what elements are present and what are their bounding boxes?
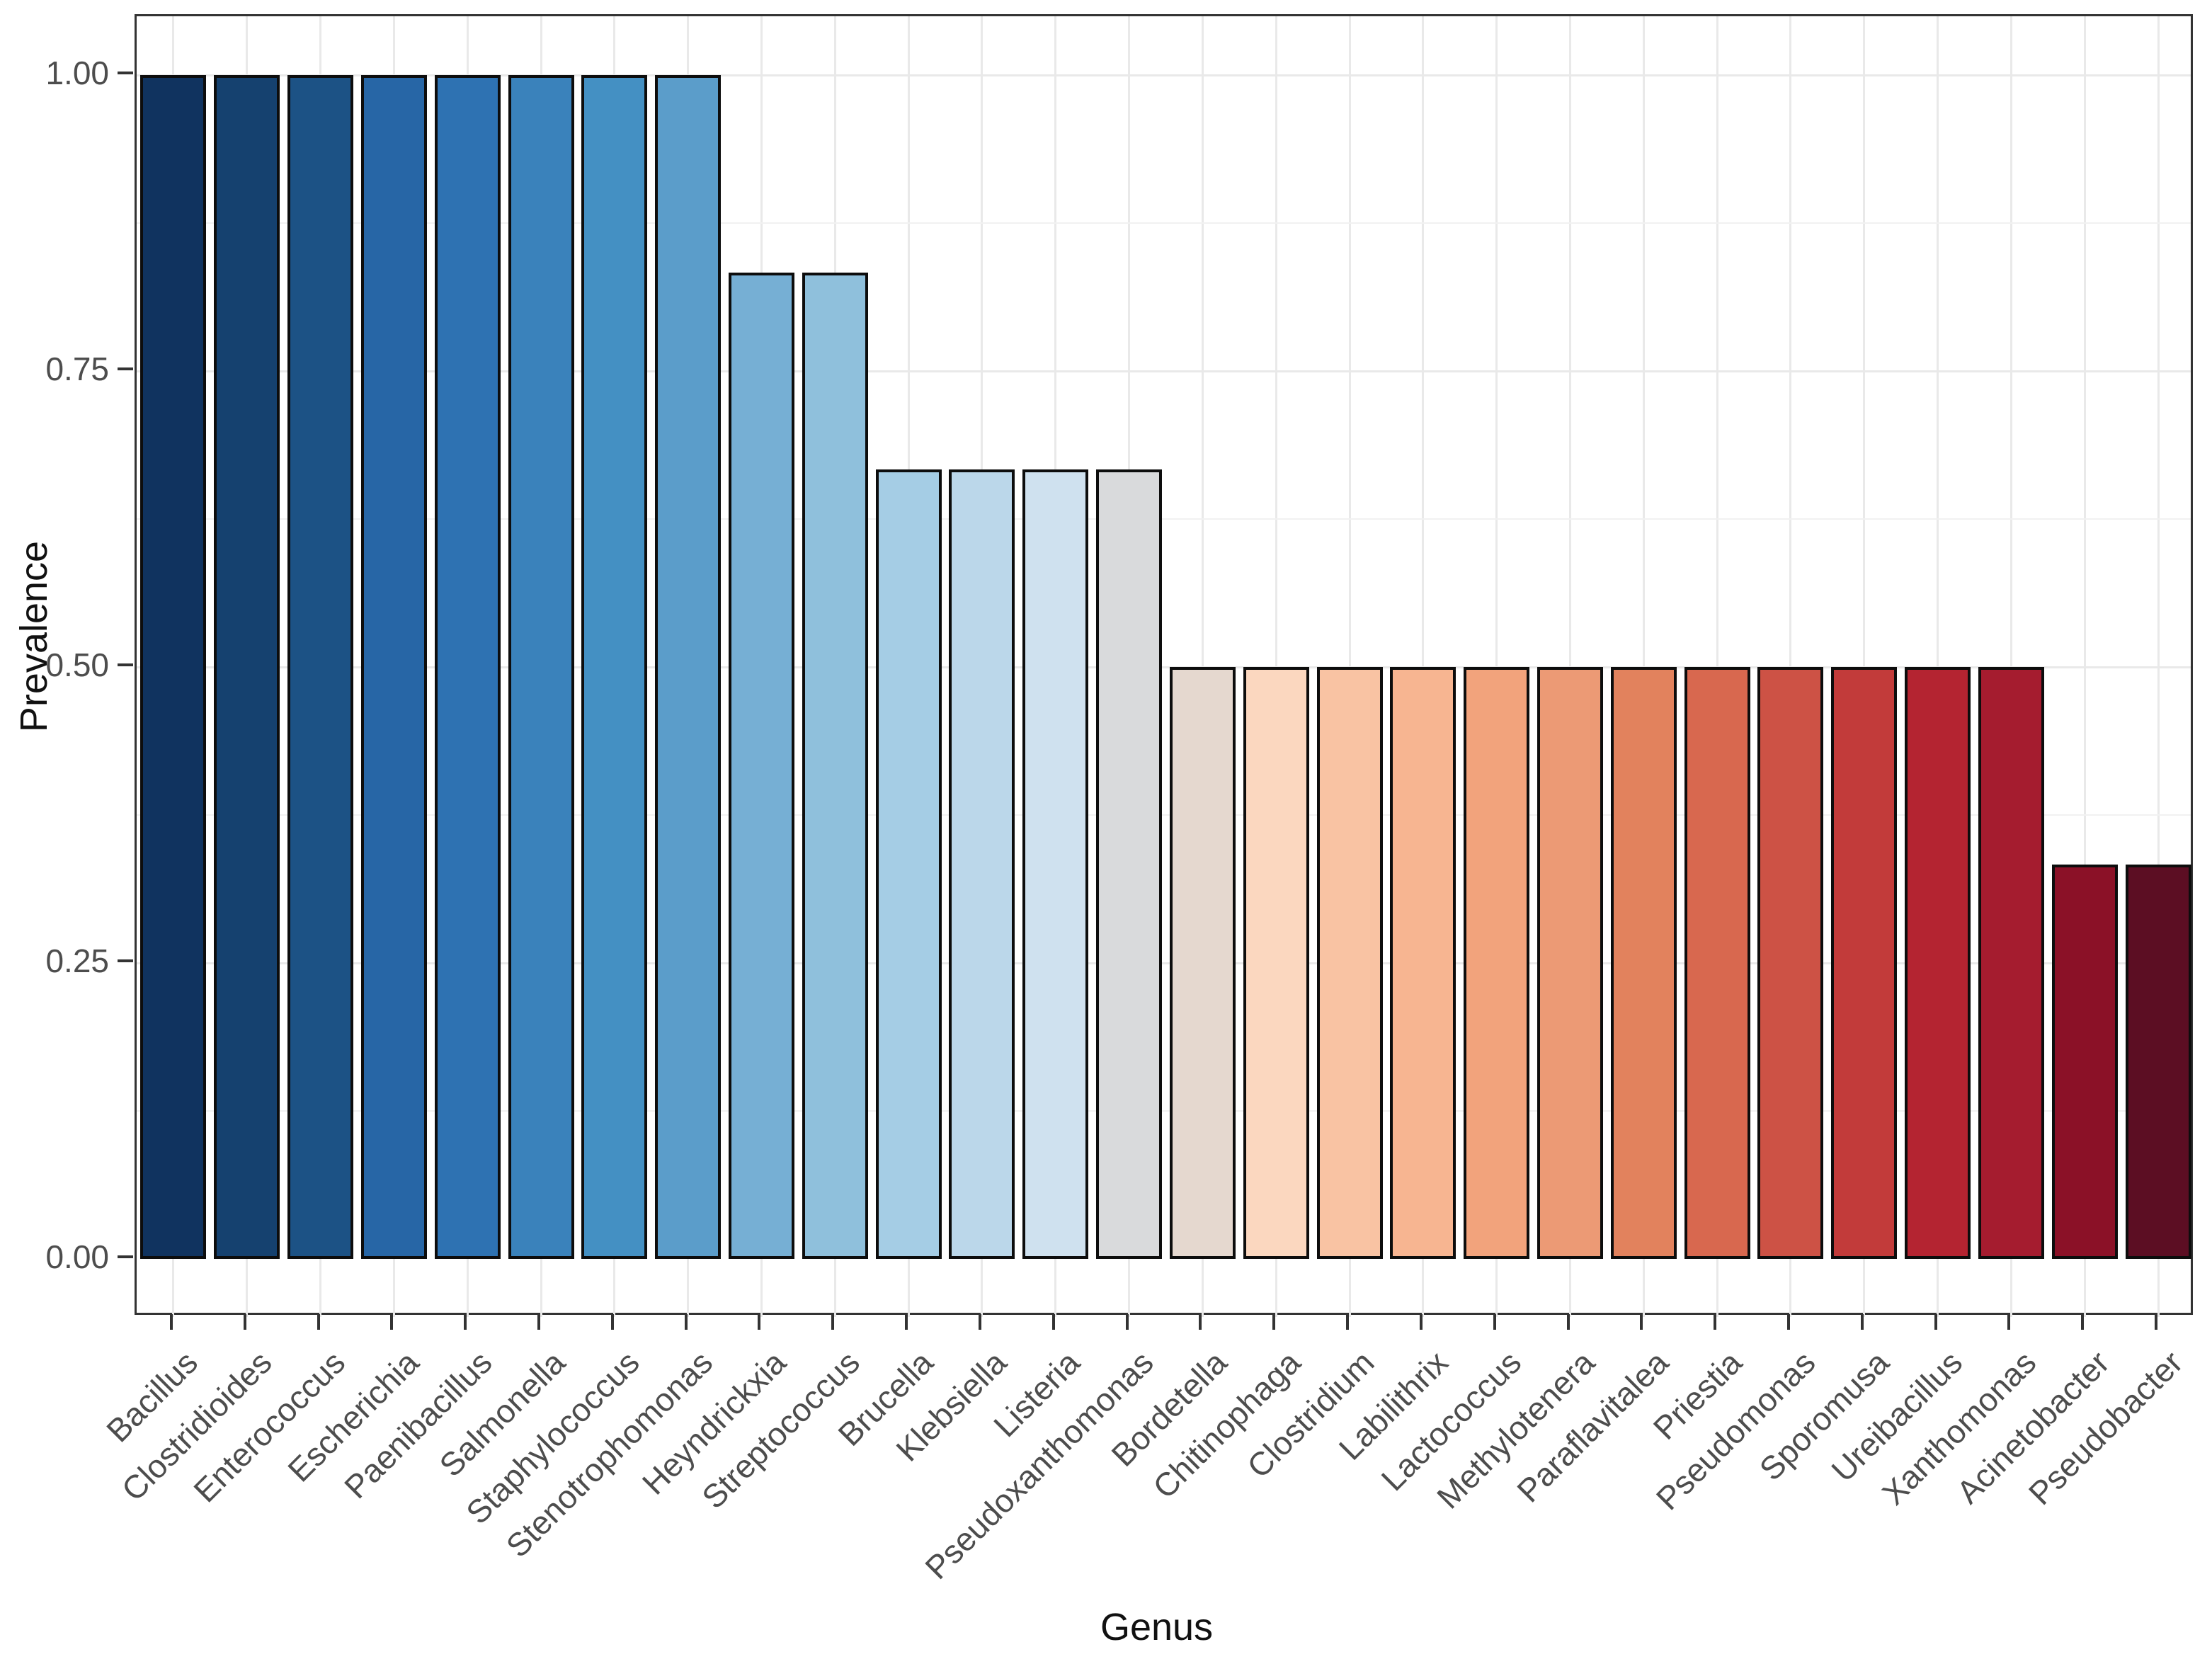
x-tick-mark — [978, 1314, 981, 1330]
bar-listeria — [1022, 469, 1089, 1259]
bar-xanthomonas — [1978, 667, 2044, 1259]
bar-streptococcus — [802, 272, 868, 1259]
x-tick-mark — [1051, 1314, 1055, 1330]
x-axis-title: Genus — [1100, 1606, 1214, 1648]
minor-gridline — [137, 518, 2191, 520]
x-tick-mark — [1640, 1314, 1643, 1330]
x-tick-mark — [1125, 1314, 1129, 1330]
x-tick-mark — [390, 1314, 394, 1330]
y-tick-label: 0.50 — [45, 646, 109, 683]
x-tick-mark — [464, 1314, 467, 1330]
y-tick-mark — [118, 1255, 133, 1258]
bar-bordetella — [1169, 667, 1236, 1259]
bar-pseudobacter — [2125, 864, 2191, 1259]
x-tick-mark — [1860, 1314, 1864, 1330]
y-tick-label: 0.25 — [45, 942, 109, 979]
major-gridline — [137, 666, 2191, 668]
y-tick-label: 0.75 — [45, 350, 109, 387]
x-tick-mark — [169, 1314, 173, 1330]
major-gridline — [137, 74, 2191, 76]
bar-ureibacillus — [1905, 667, 1971, 1259]
x-tick-mark — [243, 1314, 246, 1330]
bar-chitinophaga — [1243, 667, 1309, 1259]
bar-klebsiella — [949, 469, 1015, 1259]
bar-salmonella — [508, 75, 574, 1259]
x-tick-mark — [1419, 1314, 1423, 1330]
minor-gridline — [137, 222, 2191, 224]
minor-gridline — [137, 1110, 2191, 1112]
bar-acinetobacter — [2051, 864, 2118, 1259]
x-tick-mark — [758, 1314, 761, 1330]
bar-pseudoxanthomonas — [1096, 469, 1163, 1259]
x-tick-mark — [1272, 1314, 1276, 1330]
x-tick-mark — [1199, 1314, 1202, 1330]
bar-paraflavitalea — [1610, 667, 1677, 1259]
bar-bacillus — [140, 75, 207, 1259]
major-gridline — [137, 962, 2191, 964]
bar-methylotenera — [1537, 667, 1604, 1259]
x-tick-mark — [2007, 1314, 2011, 1330]
bar-priestia — [1684, 667, 1750, 1259]
bar-sporomusa — [1831, 667, 1898, 1259]
bar-pseudomonas — [1757, 667, 1824, 1259]
x-tick-mark — [1934, 1314, 1937, 1330]
x-tick-mark — [831, 1314, 835, 1330]
x-tick-mark — [1346, 1314, 1350, 1330]
plot-panel — [135, 14, 2193, 1317]
y-tick-label: 1.00 — [45, 55, 109, 91]
bar-paenibacillus — [434, 75, 501, 1259]
y-tick-mark — [118, 663, 133, 666]
bar-clostridium — [1316, 667, 1383, 1259]
x-tick-mark — [2081, 1314, 2085, 1330]
bar-heyndrickxia — [728, 272, 794, 1259]
minor-gridline — [137, 814, 2191, 816]
x-tick-mark — [1493, 1314, 1496, 1330]
x-tick-mark — [1566, 1314, 1570, 1330]
y-tick-mark — [118, 367, 133, 370]
x-tick-mark — [905, 1314, 908, 1330]
y-tick-mark — [118, 959, 133, 962]
y-tick-mark — [118, 72, 133, 74]
bar-enterococcus — [287, 75, 354, 1259]
x-tick-mark — [684, 1314, 688, 1330]
x-tick-mark — [2155, 1314, 2158, 1330]
bar-staphylococcus — [581, 75, 648, 1259]
y-tick-label: 0.00 — [45, 1238, 109, 1275]
y-axis-title: Prevalence — [13, 540, 55, 732]
x-tick-mark — [1714, 1314, 1717, 1330]
bar-escherichia — [360, 75, 427, 1259]
x-tick-mark — [1786, 1314, 1790, 1330]
x-tick-mark — [317, 1314, 320, 1330]
bar-stenotrophomonas — [655, 75, 722, 1259]
major-gridline — [137, 370, 2191, 372]
bar-lactococcus — [1464, 667, 1530, 1259]
bar-brucella — [875, 469, 942, 1259]
x-tick-mark — [537, 1314, 541, 1330]
bar-clostridioides — [214, 75, 280, 1259]
bar-labilithrix — [1390, 667, 1456, 1259]
x-tick-mark — [610, 1314, 614, 1330]
